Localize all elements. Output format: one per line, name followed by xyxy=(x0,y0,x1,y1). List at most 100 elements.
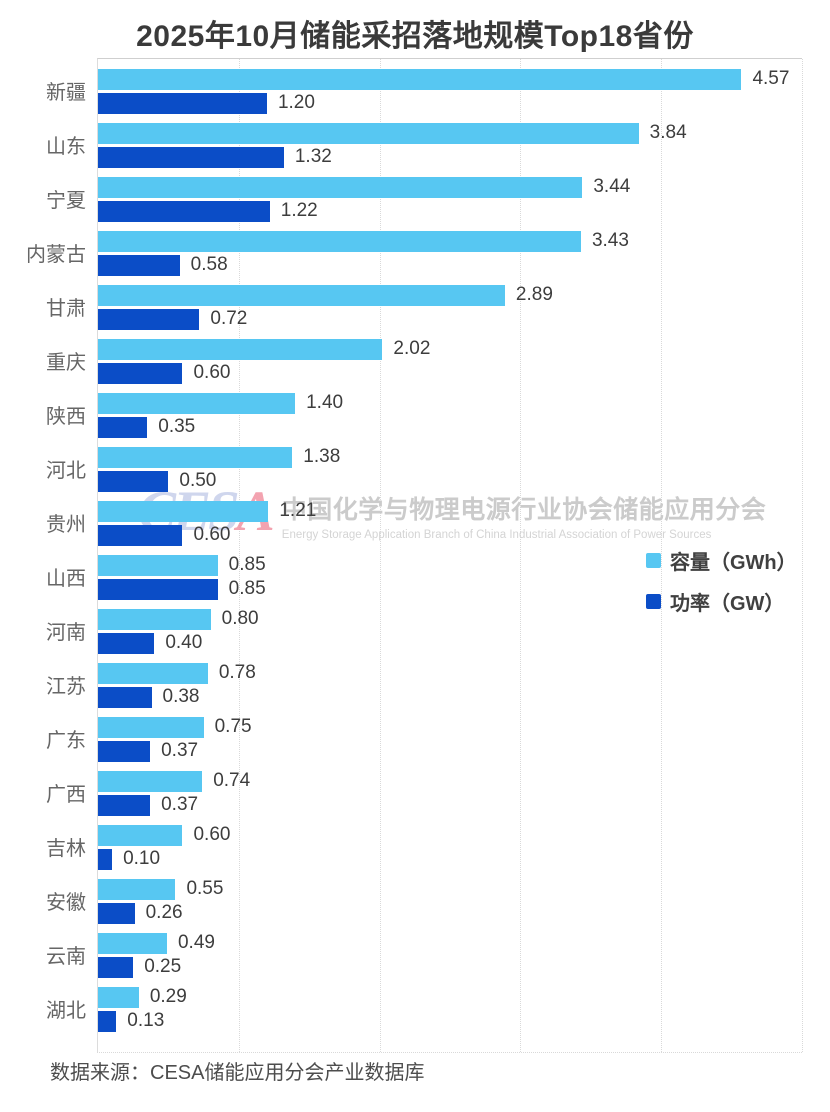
capacity-bar xyxy=(98,284,505,306)
category-axis: 新疆 山东 宁夏 内蒙古 甘肃 重庆 陕西 河北 贵州 山西 河南 江苏 广东 广西 吉林 安徽 云南 湖北 xyxy=(0,58,97,1053)
capacity-bar xyxy=(98,500,269,522)
bar-line: 0.50 xyxy=(98,470,802,492)
power-bar xyxy=(98,524,183,546)
value-label: 0.75 xyxy=(214,716,252,737)
bar-line: 0.58 xyxy=(98,254,802,276)
capacity-bar xyxy=(98,68,742,90)
value-label: 0.37 xyxy=(161,794,199,815)
value-label: 0.60 xyxy=(193,362,231,383)
capacity-swatch-icon xyxy=(646,553,661,568)
value-label: 1.22 xyxy=(280,200,318,221)
power-bar xyxy=(98,254,180,276)
value-label: 0.40 xyxy=(165,632,203,653)
capacity-bar xyxy=(98,554,218,576)
value-label: 0.29 xyxy=(149,986,187,1007)
bar-group: 1.38 0.50 xyxy=(98,442,802,496)
gridline xyxy=(802,59,803,1052)
bar-group: 0.60 0.10 xyxy=(98,820,802,874)
bar-line: 1.22 xyxy=(98,200,802,222)
bar-line: 1.40 xyxy=(98,392,802,414)
category-label: 湖北 xyxy=(46,999,86,1022)
bar-group: 0.80 0.40 xyxy=(98,604,802,658)
bar-line: 0.13 xyxy=(98,1010,802,1032)
bar-line: 0.55 xyxy=(98,878,802,900)
bar-line: 0.80 xyxy=(98,608,802,630)
capacity-bar xyxy=(98,230,581,252)
bar-line: 3.84 xyxy=(98,122,802,144)
bar-line: 0.26 xyxy=(98,902,802,924)
bar-line: 0.40 xyxy=(98,632,802,654)
watermark-cn: 中国化学与物理电源行业协会储能应用分会 xyxy=(281,496,767,524)
power-bar xyxy=(98,632,155,654)
gridline xyxy=(520,59,522,1052)
capacity-bar xyxy=(98,986,139,1008)
capacity-bar xyxy=(98,608,211,630)
bar-line: 0.85 xyxy=(98,578,802,600)
power-swatch-icon xyxy=(646,594,661,609)
legend: 容量（GWh） 功率（GW） xyxy=(646,546,797,616)
capacity-bar xyxy=(98,932,167,954)
value-label: 0.38 xyxy=(162,686,200,707)
bar-line: 0.72 xyxy=(98,308,802,330)
bar-line: 0.25 xyxy=(98,956,802,978)
bar-line: 4.57 xyxy=(98,68,802,90)
value-label: 0.37 xyxy=(161,740,199,761)
category-label: 山东 xyxy=(46,135,86,158)
category-label: 吉林 xyxy=(46,837,86,860)
power-bar xyxy=(98,686,152,708)
legend-item-capacity: 容量（GWh） xyxy=(646,546,797,575)
value-label: 0.80 xyxy=(221,608,259,629)
bar-rows: 4.57 1.20 3.84 1.32 3.44 1.22 3.43 0.58 2.89 0.72… xyxy=(98,59,802,1036)
capacity-bar xyxy=(98,176,583,198)
power-bar xyxy=(98,740,151,762)
category-label: 新疆 xyxy=(46,81,86,104)
value-label: 1.38 xyxy=(303,446,341,467)
value-label: 0.60 xyxy=(193,824,231,845)
bar-line: 0.37 xyxy=(98,794,802,816)
bar-line: 0.60 xyxy=(98,824,802,846)
bar-group: 0.49 0.25 xyxy=(98,928,802,982)
value-label: 3.84 xyxy=(649,122,687,143)
value-label: 0.58 xyxy=(190,254,228,275)
value-label: 0.85 xyxy=(228,554,266,575)
value-label: 0.78 xyxy=(218,662,256,683)
bar-line: 0.60 xyxy=(98,362,802,384)
category-label: 重庆 xyxy=(46,351,86,374)
power-bar xyxy=(98,956,134,978)
category-label: 河北 xyxy=(46,459,86,482)
value-label: 0.55 xyxy=(186,878,224,899)
capacity-bar xyxy=(98,662,208,684)
bar-group: 3.44 1.22 xyxy=(98,172,802,226)
legend-item-power: 功率（GW） xyxy=(646,587,797,616)
category-label: 山西 xyxy=(46,567,86,590)
value-label: 0.74 xyxy=(213,770,251,791)
power-bar xyxy=(98,146,284,168)
capacity-bar xyxy=(98,392,296,414)
bar-group: 0.85 0.85 xyxy=(98,550,802,604)
bar-group: 0.29 0.13 xyxy=(98,982,802,1036)
bar-group: 4.57 1.20 xyxy=(98,64,802,118)
capacity-bar xyxy=(98,716,204,738)
bar-line: 0.75 xyxy=(98,716,802,738)
category-label: 内蒙古 xyxy=(26,243,86,266)
power-bar xyxy=(98,1010,117,1032)
power-bar xyxy=(98,794,151,816)
power-bar xyxy=(98,416,148,438)
legend-label-power: 功率（GW） xyxy=(670,593,785,615)
category-label: 河南 xyxy=(46,621,86,644)
bar-line: 3.44 xyxy=(98,176,802,198)
value-label: 0.35 xyxy=(158,416,196,437)
capacity-bar xyxy=(98,770,203,792)
bar-group: 0.75 0.37 xyxy=(98,712,802,766)
power-bar xyxy=(98,470,169,492)
value-label: 0.10 xyxy=(123,848,161,869)
bar-line: 2.89 xyxy=(98,284,802,306)
bar-line: 0.37 xyxy=(98,740,802,762)
bar-group: 0.55 0.26 xyxy=(98,874,802,928)
gridline xyxy=(238,59,240,1052)
bar-line: 0.38 xyxy=(98,686,802,708)
bar-line: 3.43 xyxy=(98,230,802,252)
bar-line: 1.32 xyxy=(98,146,802,168)
value-label: 0.26 xyxy=(145,902,183,923)
value-label: 3.44 xyxy=(593,176,631,197)
